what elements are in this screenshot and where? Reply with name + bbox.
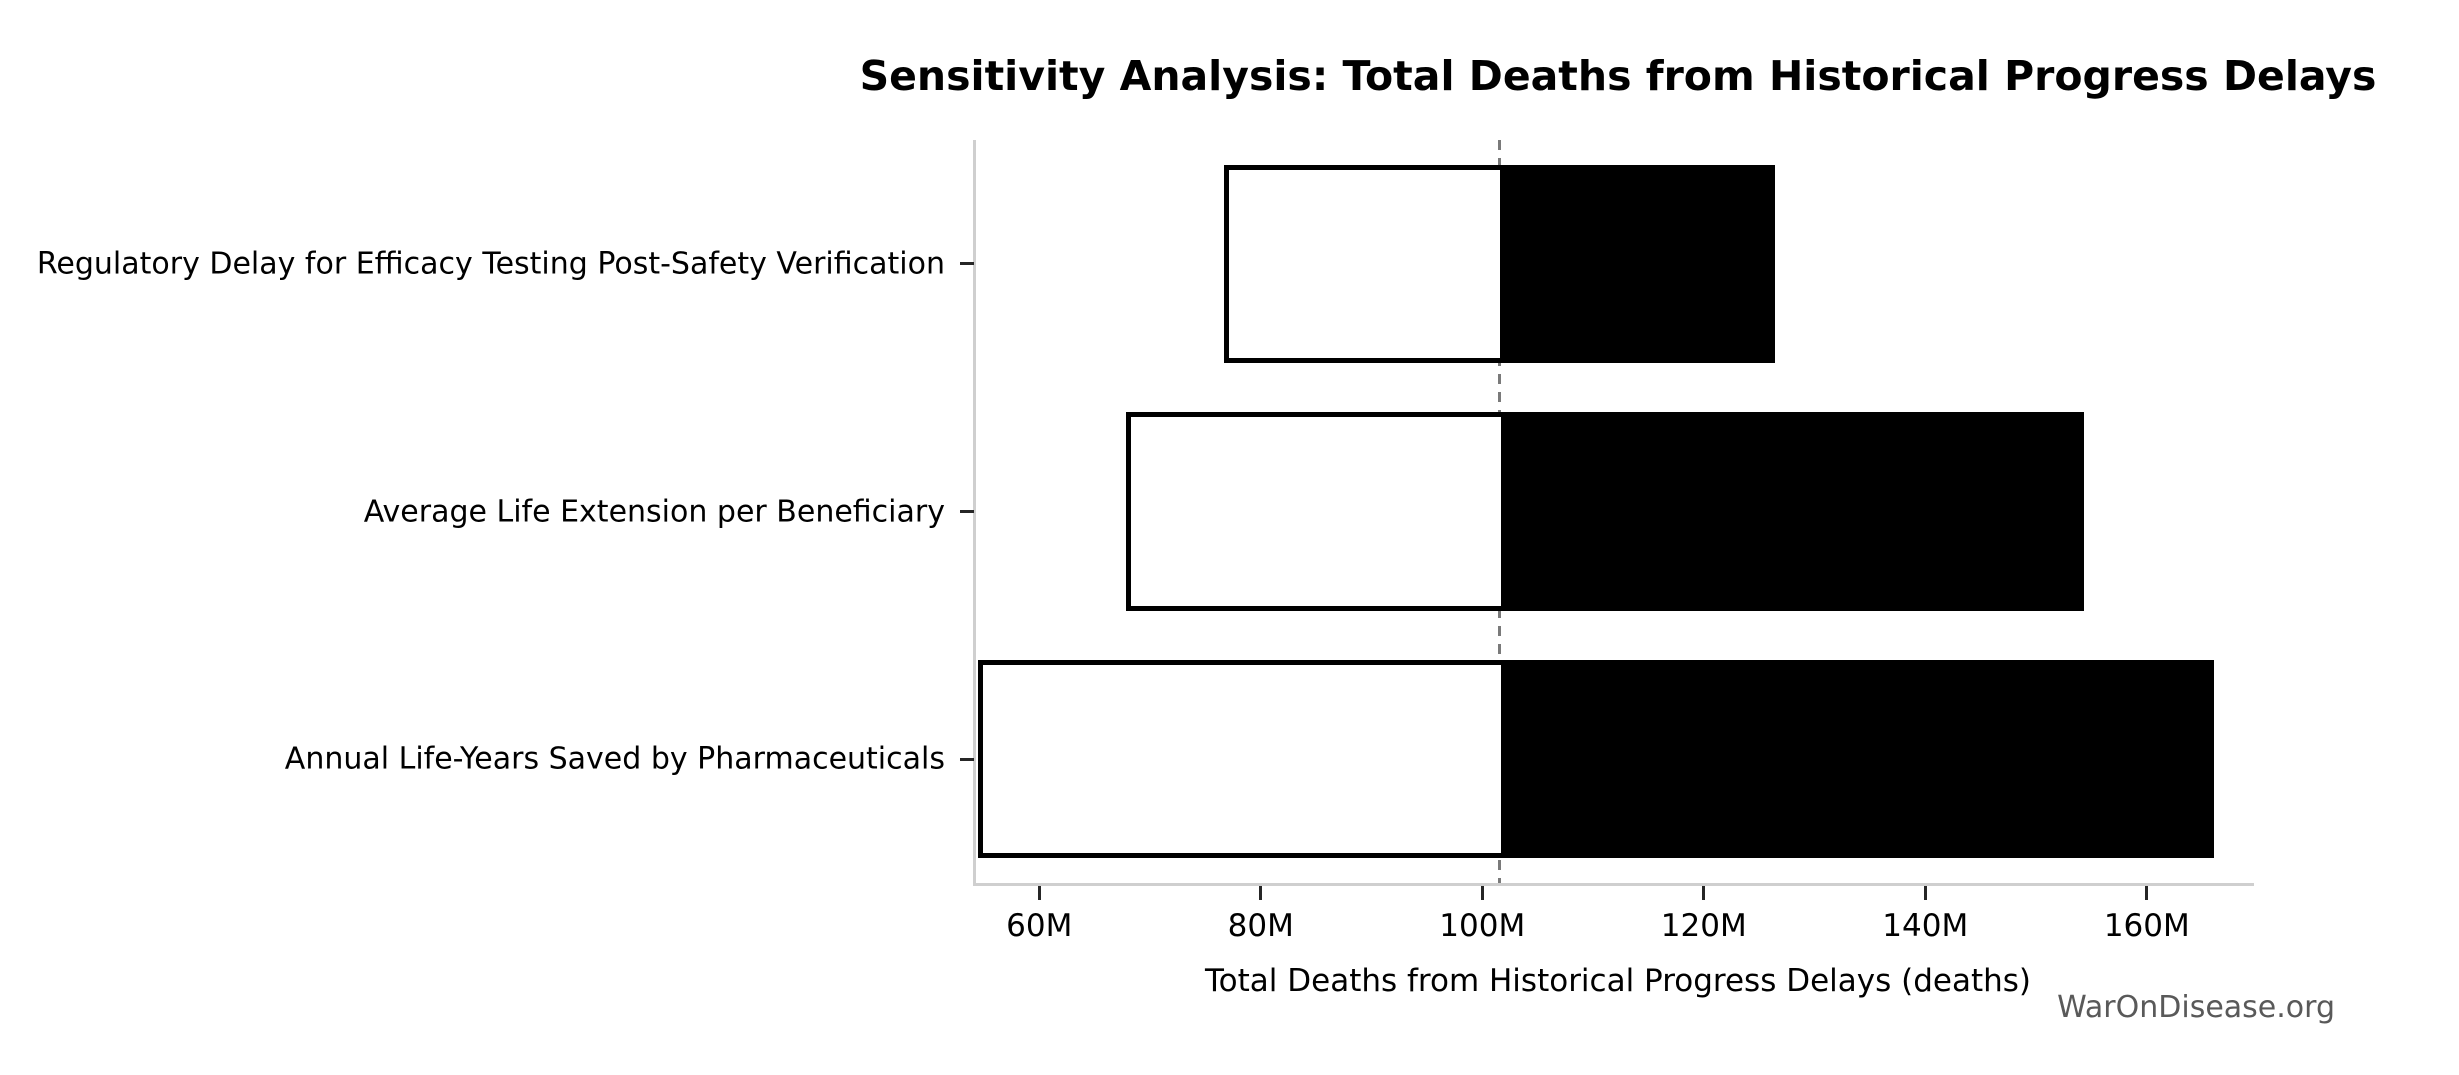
bar-low-segment — [1130, 417, 1502, 606]
tornado-bar — [1125, 412, 2084, 611]
y-tick-mark — [960, 510, 974, 513]
y-axis-spine — [973, 140, 976, 886]
y-category-label: Regulatory Delay for Efficacy Testing Po… — [36, 246, 945, 282]
x-tick-mark — [1480, 886, 1484, 900]
chart-title: Sensitivity Analysis: Total Deaths from … — [859, 52, 2377, 100]
y-tick-mark — [960, 262, 974, 266]
x-tick-label: 80M — [1227, 908, 1294, 944]
watermark-text: WarOnDisease.org — [2057, 990, 2335, 1025]
bar-low-segment — [983, 665, 1501, 854]
y-category-label: Average Life Extension per Beneficiary — [363, 494, 945, 529]
y-category-label: Annual Life-Years Saved by Pharmaceutica… — [284, 741, 945, 777]
bar-high-segment — [1499, 169, 1770, 358]
x-tick-label: 160M — [2103, 908, 2190, 944]
x-tick-label: 60M — [1006, 908, 1073, 944]
x-axis-spine — [973, 883, 2254, 886]
x-tick-label: 140M — [1882, 908, 1969, 944]
x-tick-mark — [2145, 886, 2149, 900]
x-tick-mark — [1702, 886, 1706, 900]
x-tick-mark — [1923, 886, 1927, 900]
bar-low-segment — [1229, 169, 1500, 358]
tornado-bar — [978, 660, 2215, 859]
x-tick-mark — [1259, 886, 1263, 900]
x-axis-title: Total Deaths from Historical Progress De… — [1205, 963, 2031, 999]
x-tick-label: 120M — [1660, 908, 1747, 944]
x-tick-label: 100M — [1439, 908, 1526, 944]
y-tick-mark — [960, 757, 974, 761]
tornado-bar — [1224, 164, 1775, 363]
bar-high-segment — [1501, 417, 2079, 606]
x-tick-mark — [1037, 886, 1041, 900]
bar-high-segment — [1500, 665, 2210, 854]
